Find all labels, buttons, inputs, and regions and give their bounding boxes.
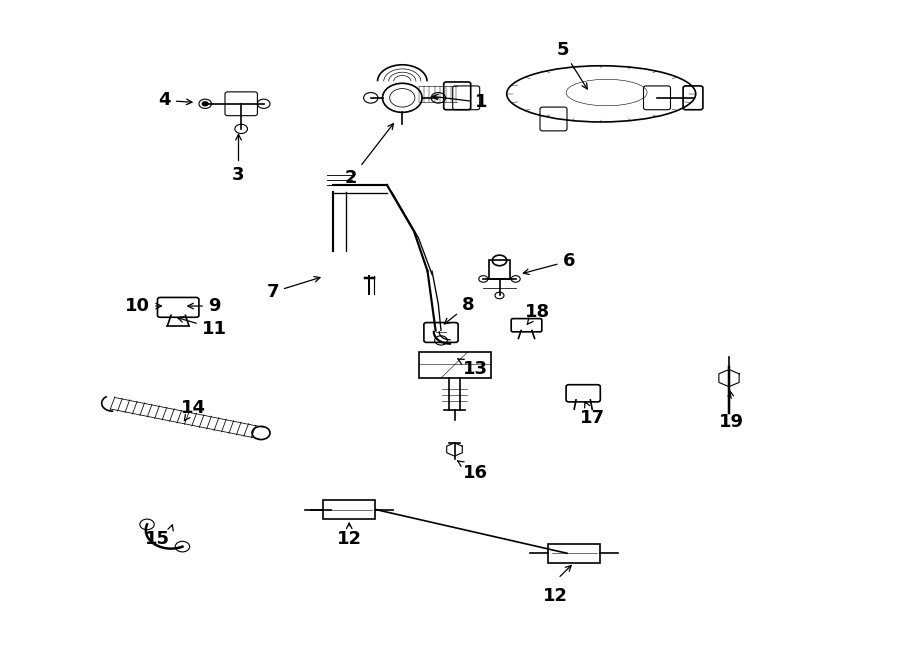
Bar <box>323 500 375 519</box>
Text: 13: 13 <box>457 359 488 378</box>
Text: 19: 19 <box>719 413 744 431</box>
Text: 4: 4 <box>158 91 192 110</box>
Bar <box>548 544 600 563</box>
Text: 17: 17 <box>580 402 605 427</box>
Text: 9: 9 <box>188 297 220 315</box>
Text: 3: 3 <box>232 134 245 184</box>
Text: 7: 7 <box>266 276 320 301</box>
Text: 18: 18 <box>525 303 550 325</box>
Text: 1: 1 <box>433 93 488 112</box>
Text: 5: 5 <box>556 40 588 89</box>
Text: 2: 2 <box>345 124 393 188</box>
Bar <box>489 260 510 279</box>
Text: 14: 14 <box>181 399 206 420</box>
Text: 6: 6 <box>523 252 575 274</box>
Text: 12: 12 <box>337 530 362 548</box>
Text: 16: 16 <box>457 461 488 482</box>
Text: 10: 10 <box>125 297 161 315</box>
Text: 8: 8 <box>445 296 474 324</box>
Circle shape <box>202 101 209 106</box>
Text: 12: 12 <box>543 587 568 605</box>
Bar <box>418 352 490 378</box>
Text: 15: 15 <box>145 530 170 548</box>
Text: 11: 11 <box>177 317 227 338</box>
